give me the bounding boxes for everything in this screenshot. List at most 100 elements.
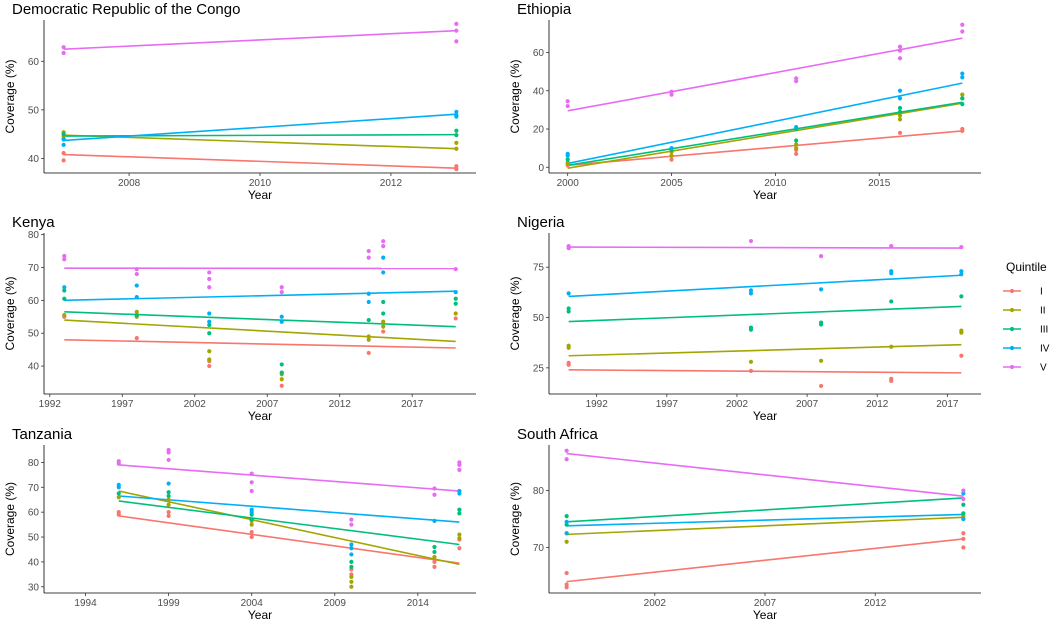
- data-point-I: [897, 130, 903, 135]
- data-point-V: [61, 50, 66, 56]
- legend-key-point: [1009, 326, 1015, 332]
- y-tick-label: 40: [28, 362, 40, 373]
- y-tick-label: 60: [28, 57, 40, 68]
- x-tick-label: 2012: [864, 598, 887, 609]
- x-tick-label: 2007: [256, 399, 279, 410]
- data-point-IV: [366, 299, 371, 305]
- panel-4: Nigeria 25 50 75 1992 1997 2002 2007 2012 2017 Yea…: [508, 214, 981, 423]
- data-point-IV: [279, 319, 284, 324]
- data-point-V: [249, 480, 254, 485]
- data-point-II: [794, 146, 799, 151]
- data-point-V: [794, 76, 799, 81]
- data-point-III: [566, 309, 571, 314]
- data-point-III: [166, 493, 171, 499]
- data-point-III: [62, 288, 67, 293]
- trend-line-II: [118, 490, 460, 566]
- x-axis-label: Year: [753, 608, 777, 622]
- trend-line-IV: [63, 113, 457, 142]
- trend-line-II: [64, 319, 456, 343]
- y-axis-label: Coverage (%): [3, 59, 17, 133]
- data-point-II: [279, 377, 284, 382]
- data-point-I: [564, 582, 569, 587]
- data-point-V: [249, 471, 254, 476]
- x-tick-label: 2008: [118, 178, 141, 189]
- data-point-III: [960, 102, 965, 107]
- data-point-III: [961, 502, 966, 507]
- data-point-V: [207, 285, 212, 290]
- x-tick-label: 2014: [407, 598, 430, 609]
- panel-3: Kenya 40 50 60 70 80 1992 1997 2002 2007 2012 2017 Y…: [3, 214, 476, 423]
- data-point-I: [61, 158, 66, 163]
- data-point-II: [116, 495, 121, 500]
- panel-title: Nigeria: [517, 214, 565, 231]
- data-point-V: [959, 244, 964, 250]
- legend-key-point: [1009, 288, 1015, 294]
- data-point-I: [457, 546, 462, 551]
- data-point-II: [819, 358, 824, 363]
- data-point-I: [381, 329, 386, 334]
- data-point-I: [134, 336, 139, 341]
- panel-title: South Africa: [517, 426, 599, 443]
- data-point-II: [564, 539, 569, 544]
- trend-line-I: [64, 338, 456, 349]
- data-point-V: [565, 103, 570, 109]
- trend-line-IV: [566, 513, 964, 527]
- data-point-IV: [207, 319, 212, 324]
- legend-key-point: [1009, 364, 1015, 370]
- data-point-I: [249, 534, 254, 540]
- x-tick-label: 1997: [656, 399, 679, 410]
- y-axis-label: Coverage (%): [508, 482, 522, 556]
- data-point-IV: [166, 481, 171, 486]
- data-point-IV: [794, 125, 799, 130]
- data-point-IV: [564, 531, 569, 536]
- y-axis-label: Coverage (%): [508, 59, 522, 133]
- data-point-II: [349, 574, 354, 579]
- data-point-III: [565, 157, 570, 162]
- trend-line-I: [63, 153, 457, 169]
- data-point-V: [116, 459, 121, 464]
- data-point-V: [819, 254, 824, 259]
- trend-line-IV: [568, 274, 962, 298]
- data-point-V: [249, 488, 254, 494]
- y-tick-label: 40: [28, 154, 40, 165]
- data-point-II: [381, 319, 386, 324]
- data-point-III: [961, 511, 966, 516]
- trend-line-V: [566, 452, 964, 498]
- panel-title: Kenya: [12, 214, 55, 231]
- data-point-II: [457, 536, 462, 541]
- data-point-IV: [349, 546, 354, 551]
- panel-title: Democratic Republic of the Congo: [12, 1, 240, 18]
- trend-line-II: [63, 134, 457, 150]
- data-point-II: [454, 140, 459, 145]
- data-point-IV: [457, 488, 462, 494]
- data-point-V: [366, 248, 371, 254]
- data-point-IV: [960, 75, 965, 80]
- data-point-V: [565, 99, 570, 104]
- data-point-II: [349, 579, 354, 584]
- y-tick-label: 70: [533, 543, 545, 554]
- legend-key-point: [1009, 307, 1015, 313]
- x-tick-label: 2012: [380, 178, 403, 189]
- data-point-II: [207, 357, 212, 362]
- x-tick-label: 1992: [39, 399, 62, 410]
- data-point-III: [249, 517, 254, 522]
- data-point-V: [62, 253, 67, 259]
- data-point-I: [794, 151, 799, 156]
- data-point-III: [897, 105, 903, 111]
- data-point-III: [454, 128, 459, 133]
- panel-title: Tanzania: [12, 426, 73, 443]
- data-point-IV: [134, 283, 139, 288]
- data-point-II: [959, 328, 964, 333]
- data-point-III: [453, 301, 458, 306]
- trend-line-V: [63, 29, 457, 50]
- data-point-V: [897, 48, 903, 53]
- x-axis-label: Year: [248, 409, 272, 423]
- data-point-II: [134, 309, 139, 314]
- y-tick-label: 80: [28, 458, 40, 469]
- data-point-IV: [61, 142, 66, 147]
- data-point-III: [134, 313, 139, 318]
- data-point-I: [454, 164, 459, 169]
- x-tick-label: 2015: [868, 178, 891, 189]
- y-tick-label: 50: [28, 329, 40, 340]
